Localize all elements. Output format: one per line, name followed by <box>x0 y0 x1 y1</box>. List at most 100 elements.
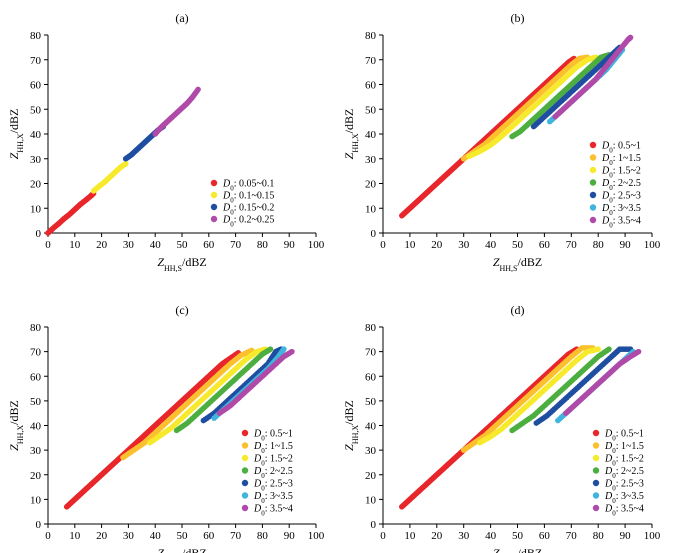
y-tick-label: 60 <box>365 80 377 92</box>
legend-entry-label: D0: 2~2.5 <box>601 178 641 192</box>
data-point <box>195 86 201 93</box>
legend-entry-label: D0: 1.5~2 <box>601 166 641 180</box>
legend-marker <box>592 504 600 512</box>
y-axis-label: ZHH,X/dBZ <box>7 109 25 160</box>
x-tick-label: 80 <box>593 530 605 542</box>
legend-entry-part-0: D <box>601 141 610 152</box>
chart-panel-4: (d) 0 10 20 30 40 50 60 70 80 90 100 0 10 20 30 40 50 60 70… <box>342 303 661 553</box>
y-axis-label: ZHH,X/dBZ <box>7 400 25 451</box>
x-tick-label: 100 <box>644 239 661 251</box>
y-axis-label-part-0: Z <box>7 444 21 451</box>
x-tick-label: 50 <box>177 239 189 251</box>
x-tick-label: 50 <box>512 530 524 542</box>
x-tick-label: 60 <box>203 239 215 251</box>
panel-label: (b) <box>511 11 525 25</box>
x-tick-label: 10 <box>69 239 81 251</box>
series-5 <box>200 346 284 424</box>
legend-entry-part-0: D <box>601 166 610 177</box>
x-tick-label: 70 <box>230 239 242 251</box>
y-tick-label: 80 <box>365 322 377 334</box>
legend-entry-part-0: D <box>253 479 262 490</box>
legend-entry-label: D0: 0.1~0.15 <box>222 191 274 205</box>
legend-entry-label: D0: 1~1.5 <box>604 441 644 455</box>
legend-entry-part-1: 0 <box>261 497 265 505</box>
x-tick-label: 50 <box>177 530 189 542</box>
legend-entry-part-1: 0 <box>261 485 265 493</box>
y-tick-label: 50 <box>365 396 377 408</box>
x-axis-label-part-0: Z <box>493 255 500 269</box>
legend-entry-label: D0: 0.15~0.2 <box>222 203 274 217</box>
legend-marker <box>210 191 218 199</box>
legend-entry-part-2: : 3~3.5 <box>613 203 641 214</box>
legend-entry-part-2: : 1~1.5 <box>265 441 293 452</box>
x-tick-label: 0 <box>380 239 386 251</box>
legend-entry-label: D0: 3.5~4 <box>604 504 644 518</box>
x-tick-label: 40 <box>150 530 162 542</box>
x-tick-label: 20 <box>431 239 443 251</box>
y-axis-label-part-1: HH,X <box>351 425 360 445</box>
x-axis-label-part-1: HH,S <box>164 264 182 273</box>
data-point <box>595 346 601 352</box>
legend-marker <box>589 204 597 211</box>
panels-layer: (a)0 10 20 30 40 50 60 70 80 90 100010203040506070… <box>7 11 661 553</box>
legend-entry-part-0: D <box>601 191 610 202</box>
legend-entry-label: D0: 2.5~3 <box>604 479 644 493</box>
data-point <box>289 348 295 355</box>
legend-entry-part-2: : 3.5~4 <box>613 216 641 227</box>
legend-entry-label: D0: 3.5~4 <box>253 504 293 518</box>
legend-entry-part-1: 0 <box>612 485 616 493</box>
legend-marker <box>589 141 597 149</box>
legend-marker <box>592 467 600 474</box>
x-axis-label-part-2: /dBZ <box>182 546 207 553</box>
y-axis-label: ZHH,X/dBZ <box>342 109 360 160</box>
y-axis-label-part-2: /dBZ <box>342 109 356 134</box>
y-tick-label: 20 <box>30 179 42 191</box>
legend-entry-part-2: : 1~1.5 <box>613 153 641 164</box>
legend-entry-label: D0: 3.5~4 <box>601 216 641 230</box>
legend: D0: 0.5~1D0: 1~1.5D0: 1.5~2D0: 2~2.5D0: … <box>589 141 641 230</box>
y-tick-label: 10 <box>365 203 377 215</box>
series-7 <box>216 348 295 416</box>
legend-entry-label: D0: 2~2.5 <box>604 466 644 480</box>
legend-marker <box>592 429 600 437</box>
legend-marker <box>241 492 249 499</box>
x-tick-label: 40 <box>485 530 497 542</box>
legend-entry-part-2: : 2.5~3 <box>265 479 293 490</box>
legend-entry-part-2: : 3~3.5 <box>616 491 644 502</box>
legend-entry-part-2: : 0.15~0.2 <box>234 203 275 214</box>
x-tick-label: 30 <box>123 530 135 542</box>
legend-entry-part-1: 0 <box>230 221 234 229</box>
x-tick-label: 60 <box>539 239 551 251</box>
legend-entry-part-0: D <box>253 429 262 440</box>
x-tick-label: 70 <box>230 530 242 542</box>
y-tick-label: 40 <box>365 421 377 433</box>
legend-marker <box>592 479 600 487</box>
legend-entry-part-1: 0 <box>230 197 234 205</box>
legend-entry-part-0: D <box>253 504 262 515</box>
y-tick-label: 70 <box>30 347 42 359</box>
y-tick-label: 70 <box>365 55 377 67</box>
legend-entry-part-1: 0 <box>609 209 613 217</box>
y-tick-label: 50 <box>30 396 42 408</box>
data-point <box>281 346 287 352</box>
y-axis-label-part-2: /dBZ <box>342 400 356 425</box>
legend-marker <box>241 429 249 437</box>
y-tick-label: 20 <box>365 179 377 191</box>
legend-entry-part-1: 0 <box>609 222 613 230</box>
series-7 <box>552 34 634 120</box>
legend-entry-part-1: 0 <box>609 197 613 205</box>
legend-entry-part-2: : 2~2.5 <box>616 466 644 477</box>
chart-panel-2: (b) 0 10 20 30 40 50 60 70 80 90 100 0 10 20 30 40 50 60 70… <box>342 11 661 273</box>
y-tick-label: 0 <box>36 519 42 531</box>
x-tick-label: 30 <box>458 239 470 251</box>
x-tick-label: 90 <box>620 530 632 542</box>
y-tick-label: 10 <box>30 203 42 215</box>
series-4 <box>509 346 612 434</box>
series-3 <box>122 123 167 162</box>
legend-entry-part-2: : 0.1~0.15 <box>234 191 275 202</box>
x-tick-label: 90 <box>284 530 296 542</box>
series-7 <box>563 348 642 416</box>
y-axis-label-part-0: Z <box>342 444 356 451</box>
legend-marker <box>589 191 597 199</box>
legend-marker <box>241 442 249 449</box>
